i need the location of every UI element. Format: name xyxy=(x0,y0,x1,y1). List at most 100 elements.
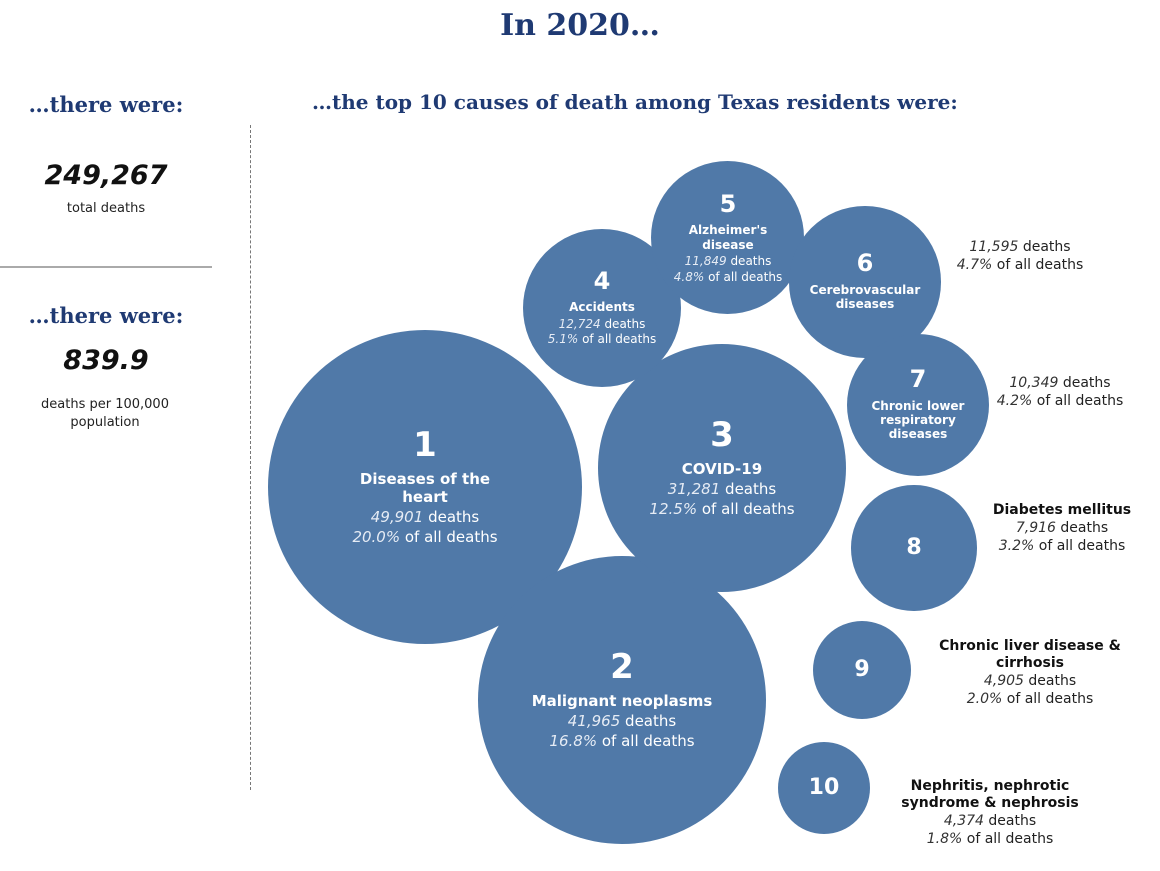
cause-name: Diseases of the heart xyxy=(359,470,491,507)
rank: 7 xyxy=(909,365,927,394)
cause-name: Chronic lower respiratory diseases xyxy=(871,398,965,442)
death-share: 2.0% of all deaths xyxy=(915,690,1145,708)
cause-name: Malignant neoplasms xyxy=(531,692,713,711)
death-count-unit: deaths xyxy=(1022,239,1071,255)
separator xyxy=(250,125,251,790)
death-share-unit: of all deaths xyxy=(996,257,1084,274)
rank: 6 xyxy=(856,249,874,278)
death-count-unit: deaths xyxy=(428,508,480,527)
cause-name: Accidents xyxy=(569,300,635,315)
cause-name: Nephritis, nephrotic syndrome & nephrosi… xyxy=(901,778,1079,811)
death-count-value: 11,595 xyxy=(969,239,1019,255)
bubble: 10 xyxy=(777,741,871,835)
cause-info: Chronic liver disease & cirrhosis 4,905 d… xyxy=(915,638,1145,708)
totals-value: 249,267 xyxy=(44,160,168,191)
death-share-unit: of all deaths xyxy=(701,499,795,518)
cause-info: 10,349 deaths 4.2% of all deaths xyxy=(990,374,1130,410)
death-share-unit: of all deaths xyxy=(966,830,1054,847)
death-share-unit: of all deaths xyxy=(404,527,498,546)
death-count-unit: deaths xyxy=(604,316,646,331)
bubble: 2 Malignant neoplasms 41,965 deaths 16.8% o… xyxy=(478,556,766,844)
death-count-value: 4,905 xyxy=(983,672,1024,689)
death-count: 10,349 deaths xyxy=(990,374,1130,392)
death-count-unit: deaths xyxy=(625,712,677,731)
death-share: 12.5% of all deaths xyxy=(649,500,794,520)
rank: 2 xyxy=(610,646,634,687)
death-share-value: 4.7% xyxy=(956,257,993,274)
death-share-unit: of all deaths xyxy=(708,269,783,284)
bubble: 5 Alzheimer's disease 11,849 deaths 4.8% of… xyxy=(651,161,805,315)
rank: 3 xyxy=(710,414,734,455)
death-share-value: 20.0% xyxy=(352,527,401,546)
death-count: 41,965 deaths xyxy=(568,712,676,732)
death-share: 4.8% of all deaths xyxy=(674,270,782,286)
death-share-unit: of all deaths xyxy=(582,332,657,347)
death-share-value: 5.1% xyxy=(547,332,579,347)
cause-info: 11,595 deaths 4.7% of all deaths xyxy=(950,238,1090,274)
death-count: 49,901 deaths xyxy=(371,508,479,528)
death-count: 4,374 deaths xyxy=(870,812,1110,830)
death-count: 11,849 deaths xyxy=(685,254,772,270)
death-share-unit: of all deaths xyxy=(1006,690,1094,707)
cause-name: Diabetes mellitus xyxy=(992,502,1132,518)
cause-name: COVID-19 xyxy=(681,460,763,479)
death-count-unit: deaths xyxy=(988,812,1037,829)
rank: 5 xyxy=(719,189,737,218)
rank: 10 xyxy=(808,774,840,800)
death-share-value: 4.8% xyxy=(673,269,705,284)
death-count-unit: deaths xyxy=(1060,519,1109,536)
cause-name: Cerebrovascular diseases xyxy=(809,282,921,312)
rank: 8 xyxy=(906,534,922,560)
death-count-value: 31,281 xyxy=(667,480,721,499)
death-share: 1.8% of all deaths xyxy=(870,830,1110,848)
bubble: 8 xyxy=(851,485,977,611)
cause-name: Alzheimer's disease xyxy=(688,223,768,252)
death-share-unit: of all deaths xyxy=(1038,537,1126,554)
death-share: 4.7% of all deaths xyxy=(950,256,1090,274)
bubble: 9 xyxy=(812,620,912,720)
death-count-value: 11,849 xyxy=(684,253,727,268)
death-share: 5.1% of all deaths xyxy=(548,332,656,348)
bubble: 3 COVID-19 31,281 deaths 12.5% of all death… xyxy=(597,343,847,593)
divider xyxy=(0,266,212,268)
page-title: In 2020… xyxy=(500,8,660,43)
rate-value: 839.9 xyxy=(63,345,149,376)
death-count-unit: deaths xyxy=(1062,375,1111,391)
death-share-value: 1.8% xyxy=(926,830,963,847)
totals-caption: total deaths xyxy=(66,201,146,216)
bubble: 6 Cerebrovascular diseases xyxy=(789,206,941,358)
death-count-unit: deaths xyxy=(730,253,772,268)
death-share-value: 12.5% xyxy=(649,499,698,518)
rate-caption: deaths per 100,000 population xyxy=(41,397,169,430)
death-share: 16.8% of all deaths xyxy=(549,732,694,752)
rate-heading: …there were: xyxy=(28,303,184,328)
cause-info: Diabetes mellitus 7,916 deaths 3.2% of all… xyxy=(977,502,1147,555)
death-share-value: 16.8% xyxy=(549,731,598,750)
death-share-value: 2.0% xyxy=(966,690,1003,707)
death-count: 4,905 deaths xyxy=(915,672,1145,690)
rank: 4 xyxy=(593,267,611,295)
death-count: 7,916 deaths xyxy=(977,519,1147,537)
death-count-unit: deaths xyxy=(1028,672,1077,689)
death-share-value: 4.2% xyxy=(996,393,1033,410)
bubble: 1 Diseases of the heart 49,901 deaths 20.0%… xyxy=(268,330,582,644)
cause-info: Nephritis, nephrotic syndrome & nephrosi… xyxy=(870,778,1110,848)
death-count-unit: deaths xyxy=(725,480,777,499)
death-count-value: 7,916 xyxy=(1015,519,1056,536)
death-count: 12,724 deaths xyxy=(559,317,646,333)
chart-title: …the top 10 causes of death among Texas … xyxy=(312,90,958,114)
cause-name: Chronic liver disease & cirrhosis xyxy=(939,638,1121,671)
bubble: 7 Chronic lower respiratory diseases xyxy=(846,333,990,477)
death-share: 3.2% of all deaths xyxy=(977,537,1147,555)
death-share: 20.0% of all deaths xyxy=(352,528,497,548)
rank: 1 xyxy=(413,424,437,465)
death-share-unit: of all deaths xyxy=(1036,393,1124,410)
death-count-value: 10,349 xyxy=(1009,375,1059,391)
totals-heading: …there were: xyxy=(28,92,184,117)
death-count-value: 12,724 xyxy=(558,316,601,331)
death-count-value: 4,374 xyxy=(943,812,984,829)
death-share-unit: of all deaths xyxy=(601,731,695,750)
death-count: 31,281 deaths xyxy=(668,480,776,500)
death-share-value: 3.2% xyxy=(998,537,1035,554)
